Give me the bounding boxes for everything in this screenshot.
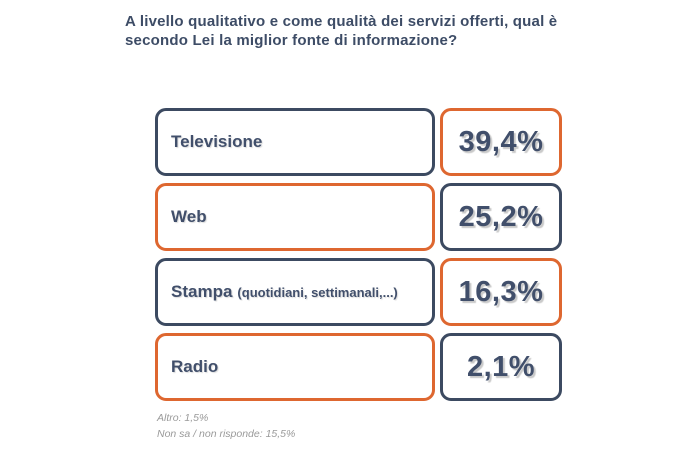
category-label-box: Radio xyxy=(155,333,435,401)
category-label-box: Web xyxy=(155,183,435,251)
chart-row-web: Web 25,2% xyxy=(155,183,562,251)
chart-row-televisione: Televisione 39,4% xyxy=(155,108,562,176)
category-label-box: Televisione xyxy=(155,108,435,176)
value-label: 39,4% xyxy=(458,125,544,158)
value-label: 25,2% xyxy=(458,200,544,233)
bar-chart: Televisione 39,4% Web 25,2% Stampa (quot… xyxy=(155,108,562,401)
category-label-box: Stampa (quotidiani, settimanali,...) xyxy=(155,258,435,326)
category-label: Radio xyxy=(171,357,219,376)
value-box: 16,3% xyxy=(440,258,562,326)
footnote-non-sa: Non sa / non risponde: 15,5% xyxy=(157,427,296,440)
footnote-altro: Altro: 1,5% xyxy=(157,412,209,424)
value-label: 16,3% xyxy=(458,275,544,308)
category-label-suffix: (quotidiani, settimanali,...) xyxy=(237,284,398,300)
category-label: Stampa xyxy=(171,282,233,301)
category-label: Web xyxy=(171,207,207,226)
value-box: 25,2% xyxy=(440,183,562,251)
value-box: 2,1% xyxy=(440,333,562,401)
question-title: A livello qualitativo e come qualità dei… xyxy=(125,13,558,50)
category-label: Televisione xyxy=(171,132,263,151)
footnotes: Altro: 1,5% Non sa / non risponde: 15,5% xyxy=(157,411,295,443)
value-box: 39,4% xyxy=(440,108,562,176)
chart-row-stampa: Stampa (quotidiani, settimanali,...) 16,… xyxy=(155,258,562,326)
value-label: 2,1% xyxy=(466,350,536,383)
chart-row-radio: Radio 2,1% xyxy=(155,333,562,401)
